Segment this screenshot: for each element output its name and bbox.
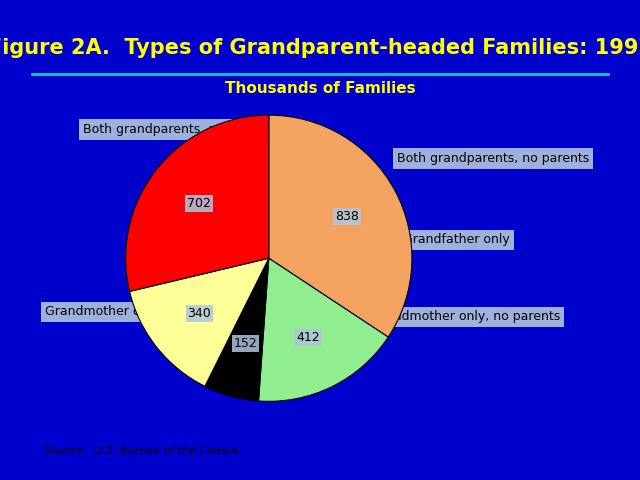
Text: Both grandparents, some parents: Both grandparents, some parents xyxy=(83,123,294,136)
Text: 838: 838 xyxy=(335,210,359,223)
Text: Both grandparents, no parents: Both grandparents, no parents xyxy=(397,152,589,165)
Text: Grandmother only, some parents: Grandmother only, some parents xyxy=(45,305,253,319)
Text: Source:  U.S. Bureau of the Census: Source: U.S. Bureau of the Census xyxy=(45,446,239,456)
Text: 340: 340 xyxy=(188,307,211,320)
Wedge shape xyxy=(259,258,388,401)
Text: 702: 702 xyxy=(188,197,211,210)
Text: Figure 2A.  Types of Grandparent-headed Families: 1997: Figure 2A. Types of Grandparent-headed F… xyxy=(0,38,640,58)
Text: Thousands of Families: Thousands of Families xyxy=(225,81,415,96)
Text: 412: 412 xyxy=(296,331,320,344)
Text: Grandmother only, no parents: Grandmother only, no parents xyxy=(371,310,561,324)
Wedge shape xyxy=(125,115,269,291)
Wedge shape xyxy=(269,115,412,337)
Text: Grandfather only: Grandfather only xyxy=(403,233,510,247)
Wedge shape xyxy=(205,258,269,401)
Text: 152: 152 xyxy=(234,337,257,350)
Wedge shape xyxy=(129,258,269,386)
